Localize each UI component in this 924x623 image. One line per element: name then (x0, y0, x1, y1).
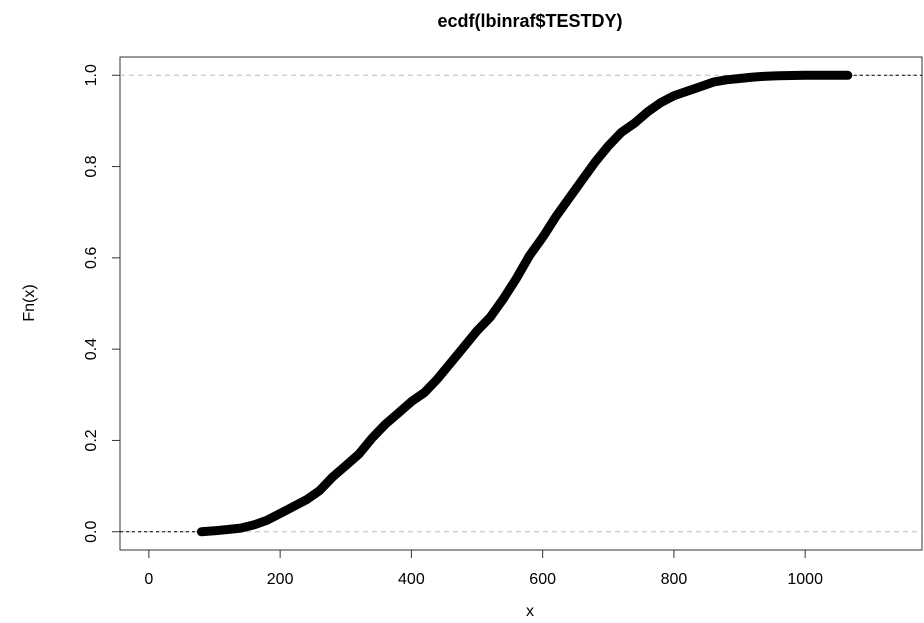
ecdf-point (696, 82, 705, 91)
ecdf-point (525, 251, 534, 260)
x-tick-label: 200 (267, 571, 294, 588)
ecdf-point (210, 526, 219, 535)
y-tick-label: 0.8 (83, 155, 100, 177)
chart-title: ecdf(lbinraf$TESTDY) (437, 11, 622, 31)
x-axis-label: x (526, 603, 534, 620)
ecdf-point (302, 495, 311, 504)
y-tick-label: 0.4 (83, 338, 100, 360)
ecdf-point (394, 409, 403, 418)
y-axis-label: Fn(x) (21, 284, 38, 321)
ecdf-point (807, 71, 816, 80)
ecdf-point (722, 75, 731, 84)
ecdf-point (604, 142, 613, 151)
ecdf-point (843, 71, 852, 80)
ecdf-point (735, 74, 744, 83)
ecdf-point (551, 212, 560, 221)
ecdf-point (486, 313, 495, 322)
ecdf-point (709, 78, 718, 87)
ecdf-point (446, 358, 455, 367)
ecdf-point (473, 326, 482, 335)
ecdf-line (196, 70, 853, 537)
ecdf-point (801, 71, 810, 80)
y-tick-label: 0.2 (83, 429, 100, 451)
ecdf-point (459, 342, 468, 351)
y-tick-label: 1.0 (83, 64, 100, 86)
ecdf-point (341, 461, 350, 470)
y-tick-label: 0.6 (83, 247, 100, 269)
x-tick-label: 600 (529, 571, 556, 588)
ecdf-point (276, 509, 285, 518)
ecdf-point (223, 525, 232, 534)
ecdf-point (328, 472, 337, 481)
ecdf-point (512, 274, 521, 283)
plot-frame (119, 56, 923, 551)
ecdf-point (236, 524, 245, 533)
ecdf-point (538, 233, 547, 242)
ecdf-point (630, 119, 639, 128)
ecdf-point (643, 107, 652, 116)
ecdf-point (748, 73, 757, 82)
x-tick-label: 0 (144, 571, 153, 588)
ecdf-point (669, 91, 678, 100)
ecdf-point (683, 87, 692, 96)
x-tick-label: 1000 (787, 571, 823, 588)
ecdf-point (381, 420, 390, 429)
ecdf-point (315, 486, 324, 495)
ecdf-point (656, 98, 665, 107)
ecdf-point (617, 128, 626, 137)
ecdf-point (263, 516, 272, 525)
ecdf-point (578, 176, 587, 185)
ecdf-point (499, 294, 508, 303)
ecdf-point (407, 397, 416, 406)
ecdf-point (420, 388, 429, 397)
ecdf-point (289, 502, 298, 511)
ecdf-point (564, 194, 573, 203)
ecdf-point (591, 157, 600, 166)
ecdf-point (824, 71, 833, 80)
x-tick-label: 800 (661, 571, 688, 588)
ecdf-point (354, 450, 363, 459)
ecdf-point (433, 374, 442, 383)
ecdf-point (761, 72, 770, 81)
ecdf-point (774, 71, 783, 80)
ecdf-point (788, 71, 797, 80)
x-tick-label: 400 (398, 571, 425, 588)
ecdf-point (197, 527, 206, 536)
y-tick-label: 0.0 (83, 521, 100, 543)
ecdf-point (249, 520, 258, 529)
ecdf-point (368, 434, 377, 443)
